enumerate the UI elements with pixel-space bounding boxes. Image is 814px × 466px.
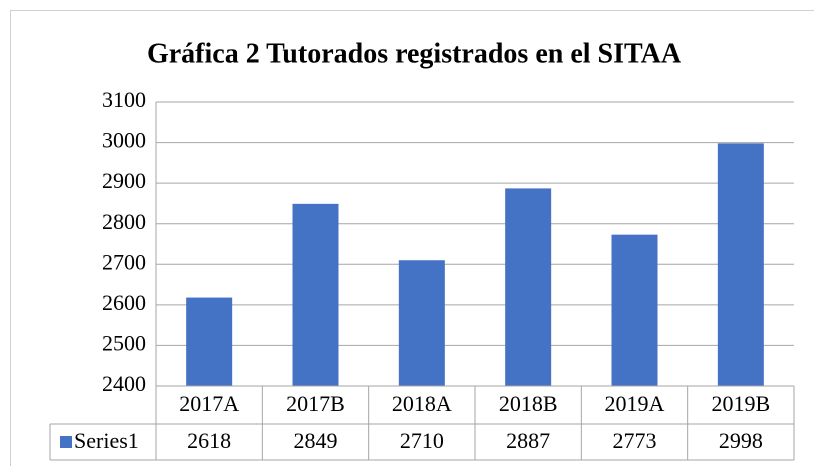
legend-swatch (60, 436, 72, 448)
y-tick-label: 3100 (102, 87, 146, 112)
bar (292, 203, 339, 386)
x-tick-label: 2019B (711, 391, 770, 416)
table-value: 2849 (294, 428, 338, 453)
y-tick-label: 2600 (102, 290, 146, 315)
x-tick-label: 2017B (286, 391, 345, 416)
x-tick-label: 2019A (605, 391, 665, 416)
x-tick-label: 2017A (179, 391, 239, 416)
bar (611, 234, 658, 386)
bar (186, 297, 233, 386)
table-value: 2710 (400, 428, 444, 453)
y-tick-label: 3000 (102, 128, 146, 153)
table-value: 2998 (719, 428, 763, 453)
y-tick-label: 2400 (102, 371, 146, 396)
y-tick-label: 2900 (102, 168, 146, 193)
table-value: 2618 (187, 428, 231, 453)
bar (717, 143, 764, 386)
x-tick-label: 2018B (499, 391, 558, 416)
y-tick-label: 2800 (102, 209, 146, 234)
legend-label: Series1 (74, 428, 139, 453)
y-tick-label: 2500 (102, 330, 146, 355)
table-value: 2887 (506, 428, 550, 453)
x-tick-label: 2018A (392, 391, 452, 416)
y-tick-label: 2700 (102, 249, 146, 274)
table-value: 2773 (613, 428, 657, 453)
chart-title: Gráfica 2 Tutorados registrados en el SI… (147, 38, 682, 69)
bar (505, 188, 552, 386)
bar (398, 260, 445, 386)
